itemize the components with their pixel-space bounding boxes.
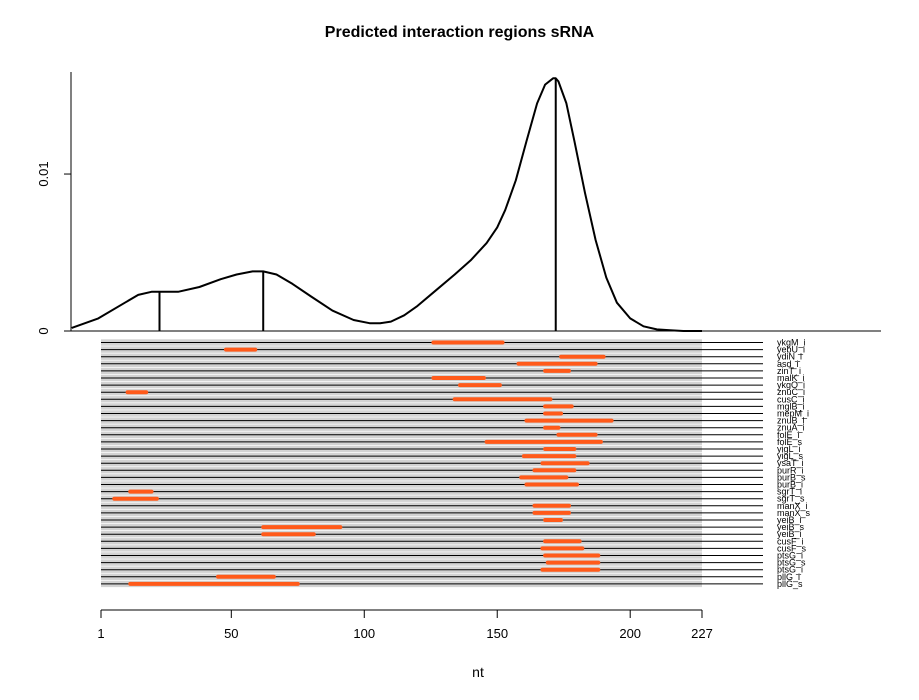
interval-panel: ykgM_iyebU_iydiN_iasd_izinT_imalK_iykgO_… (101, 338, 811, 589)
x-tick-label: 150 (486, 626, 508, 641)
y-tick-label: 0 (36, 327, 51, 334)
track-label: sgrT_s (777, 494, 805, 504)
track-label: yeiB_s (777, 522, 805, 532)
track-label: ysaT_i (777, 458, 804, 468)
track-label: ptsG_i (777, 551, 803, 561)
track-label: folE_s (777, 437, 803, 447)
track-label: ykgM_i (777, 338, 806, 348)
density-curve (71, 77, 702, 332)
x-tick-label: 1 (97, 626, 104, 641)
track-label: mglB_i (777, 401, 805, 411)
track-label: purR_i (777, 465, 804, 475)
track-label: znuC_i (777, 387, 805, 397)
track-label: ptsG_s (777, 558, 806, 568)
track-label: yeiB_i (777, 529, 802, 539)
track-label: cusF_i (777, 536, 804, 546)
x-axis: 1 50 100 150 200 227 (97, 609, 713, 641)
track-label: asd_i (777, 359, 799, 369)
track-label: cusF_s (777, 543, 807, 553)
track-label: yigL_s (777, 451, 804, 461)
track-label: yeiB_i (777, 515, 802, 525)
track-label: purB_i (777, 480, 803, 490)
track-label: purB_s (777, 472, 806, 482)
track-label: manX_s (777, 508, 811, 518)
track-label: malK_i (777, 373, 805, 383)
x-axis-label: nt (472, 664, 484, 680)
track-label: pllG_i (777, 572, 800, 582)
track-label: znuA_i (777, 423, 805, 433)
track-label: yigL_i (777, 444, 801, 454)
track-label: ydiN_i (777, 352, 802, 362)
track-label: ykgO_i (777, 380, 805, 390)
track-label: sgrT_i (777, 487, 802, 497)
track-label: mepM_i (777, 409, 809, 419)
track-label: yebU_i (777, 345, 805, 355)
chart-title: Predicted interaction regions sRNA (324, 24, 595, 41)
track-label: zinT_i (777, 366, 801, 376)
density-panel: 00.01 (36, 72, 881, 335)
track-label: ptsG_i (777, 565, 803, 575)
track-label: manX_i (777, 501, 808, 511)
track-label: znuB_i (777, 416, 805, 426)
x-tick-label: 227 (691, 626, 713, 641)
track-label: cusC_i (777, 394, 805, 404)
y-tick-label: 0.01 (36, 161, 51, 186)
x-tick-label: 200 (619, 626, 641, 641)
track-label: pllG_s (777, 579, 803, 589)
x-tick-label: 50 (224, 626, 238, 641)
x-tick-label: 100 (353, 626, 375, 641)
track-label: folE_i (777, 430, 800, 440)
